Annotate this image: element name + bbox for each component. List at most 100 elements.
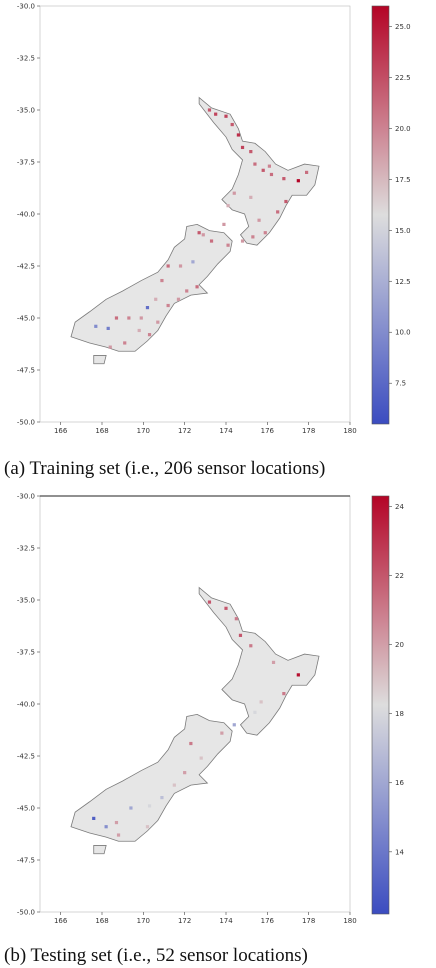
sensor-point xyxy=(94,324,98,328)
sensor-point xyxy=(267,164,271,168)
y-tick-label: -37.5 xyxy=(17,649,35,657)
colorbar-tick-label: 17.5 xyxy=(395,176,411,184)
stewart-island xyxy=(93,845,107,855)
sensor-point xyxy=(114,316,119,320)
sensor-point xyxy=(139,316,143,320)
x-tick-label: 166 xyxy=(54,427,68,435)
x-tick-label: 174 xyxy=(219,917,233,925)
sensor-point xyxy=(249,195,253,199)
sensor-point xyxy=(271,660,276,664)
sensor-point xyxy=(185,289,189,293)
sensor-point xyxy=(261,168,265,172)
y-tick-label: -30.0 xyxy=(17,493,35,501)
y-tick-label: -42.5 xyxy=(17,753,35,761)
y-tick-label: -32.5 xyxy=(17,55,35,63)
y-tick-label: -50.0 xyxy=(17,909,35,917)
sensor-point xyxy=(232,723,236,727)
sensor-point xyxy=(214,112,218,116)
sensor-point xyxy=(114,820,119,825)
sensor-point xyxy=(253,710,257,714)
y-tick-label: -40.0 xyxy=(17,701,35,709)
panel-training: 166 168 170 172 174 176 178 180 -30.0 -32.5 -35.0 -… xyxy=(4,3,411,480)
sensor-point xyxy=(145,306,150,310)
sensor-point xyxy=(296,673,300,677)
sensor-point xyxy=(220,731,224,735)
colorbar-tick-label: 10.0 xyxy=(395,329,411,337)
y-tick-label: -40.0 xyxy=(17,211,35,219)
sensor-point xyxy=(201,233,205,237)
sensor-point xyxy=(238,633,243,637)
colorbar-tick-label: 15.0 xyxy=(395,227,411,235)
sensor-point xyxy=(197,231,201,235)
colorbar-tick-label: 18 xyxy=(395,710,404,718)
sensor-point xyxy=(199,756,203,760)
north-island xyxy=(198,96,320,246)
x-tick-label: 170 xyxy=(137,427,150,435)
y-tick-label: -30.0 xyxy=(17,3,35,11)
colorbar-tick-label: 22 xyxy=(395,572,404,580)
sensor-point xyxy=(166,303,170,308)
sensor-point xyxy=(178,264,183,268)
sensor-point xyxy=(106,326,110,330)
sensor-point xyxy=(166,264,170,268)
sensor-point xyxy=(195,285,199,289)
sensor-point xyxy=(207,600,212,604)
colorbar-tick-label: 22.5 xyxy=(395,74,411,82)
sensor-point xyxy=(116,833,121,837)
colorbar-tick-label: 16 xyxy=(395,779,404,787)
sensor-point xyxy=(234,617,238,621)
panel-testing: 166 168 170 172 174 176 178 180 -30.0 -32.5 -35.0 -… xyxy=(0,490,436,968)
y-tick-label: -32.5 xyxy=(17,545,35,553)
colorbar-tick-label: 20 xyxy=(395,641,404,649)
sensor-point xyxy=(240,239,245,243)
map-chart-testing: 166 168 170 172 174 176 178 180 -30.0 -32.5 -35.0 -… xyxy=(17,493,405,926)
sensor-point xyxy=(129,806,133,810)
sensor-point xyxy=(123,341,127,345)
south-island xyxy=(70,713,233,842)
sensor-point xyxy=(160,796,164,800)
sensor-point xyxy=(253,162,257,166)
x-tick-label: 166 xyxy=(54,917,68,925)
x-tick-label: 176 xyxy=(261,427,275,435)
y-tick-label: -35.0 xyxy=(17,107,35,115)
sensor-point xyxy=(282,177,286,181)
y-tick-label: -50.0 xyxy=(17,419,35,427)
sensor-point xyxy=(224,114,228,118)
sensor-point xyxy=(108,345,112,349)
colorbar-tick-label: 7.5 xyxy=(395,380,406,388)
map-chart-training: 166 168 170 172 174 176 178 180 -30.0 -32.5 -35.0 -… xyxy=(17,3,411,436)
x-tick-label: 180 xyxy=(343,917,356,925)
sensor-point xyxy=(257,218,261,222)
sensor-point xyxy=(137,328,141,333)
sensor-point xyxy=(226,204,230,208)
colorbar-tick-label: 20.0 xyxy=(395,125,411,133)
x-tick-label: 178 xyxy=(302,917,315,925)
plot-frame xyxy=(39,5,351,423)
sensor-point xyxy=(160,278,164,283)
sensor-point xyxy=(251,235,255,239)
colorbar-tick-label: 12.5 xyxy=(395,278,411,286)
sensor-point xyxy=(172,783,176,787)
sensor-point xyxy=(240,145,245,150)
caption-testing: (b) Testing set (i.e., 52 sensor locatio… xyxy=(4,945,308,966)
sensor-point xyxy=(230,122,234,127)
sensor-point xyxy=(224,606,228,610)
sensor-point xyxy=(104,825,108,829)
x-tick-label: 178 xyxy=(302,427,315,435)
sensor-point xyxy=(222,222,226,226)
x-tick-label: 172 xyxy=(178,427,191,435)
sensor-point xyxy=(259,700,263,704)
sensor-point xyxy=(296,179,300,183)
sensor-point xyxy=(189,741,193,746)
sensor-point xyxy=(207,108,212,112)
colorbar xyxy=(371,5,390,425)
sensor-point xyxy=(226,243,230,247)
x-tick-label: 172 xyxy=(178,917,191,925)
sensor-point xyxy=(305,170,309,174)
colorbar-tick-label: 25.0 xyxy=(395,23,411,31)
sensor-point xyxy=(232,191,236,195)
sensor-point xyxy=(92,816,96,820)
x-tick-label: 168 xyxy=(95,427,108,435)
sensor-point xyxy=(154,297,158,301)
plot-frame xyxy=(39,495,351,913)
